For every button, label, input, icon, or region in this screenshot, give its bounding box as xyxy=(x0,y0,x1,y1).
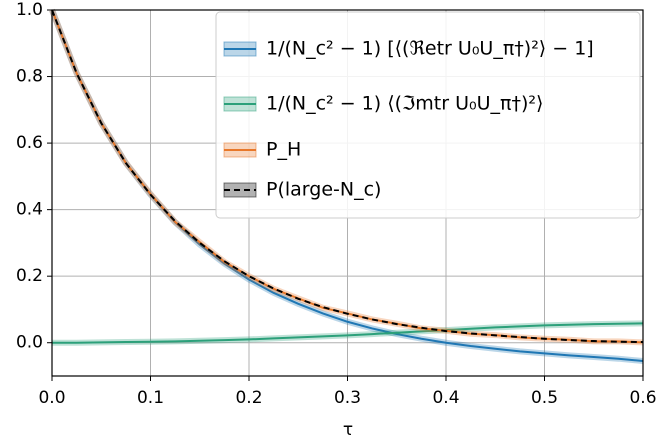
legend-label: 1/(N_c² − 1) [⟨(ℜetr U₀U_π†)²⟩ − 1] xyxy=(266,38,594,60)
x-tick-label: 0.5 xyxy=(531,388,558,408)
x-axis-label: τ xyxy=(343,420,353,440)
y-tick-label: 0.2 xyxy=(16,266,43,286)
legend-label: P(large-N_c) xyxy=(266,179,381,201)
plot-frame xyxy=(51,9,644,377)
y-tick-label: 1.0 xyxy=(16,0,43,20)
x-tick-label: 0.6 xyxy=(629,388,656,408)
x-tick-label: 0.2 xyxy=(235,388,262,408)
legend-label: P_H xyxy=(266,139,301,161)
x-tick-label: 0.3 xyxy=(334,388,361,408)
series-line xyxy=(52,322,644,344)
x-tick-label: 0.0 xyxy=(38,388,65,408)
legend-label: 1/(N_c² − 1) ⟨(ℑmtr U₀U_π†)²⟩ xyxy=(266,93,543,115)
y-tick-label: 0.8 xyxy=(16,67,43,87)
y-tick-label: 0.0 xyxy=(16,333,43,353)
x-tick-label: 0.1 xyxy=(137,388,164,408)
series-line xyxy=(51,9,644,344)
y-tick-label: 0.6 xyxy=(16,133,43,153)
y-tick-label: 0.4 xyxy=(16,200,43,220)
legend-box xyxy=(215,11,641,219)
x-tick-label: 0.4 xyxy=(432,388,459,408)
